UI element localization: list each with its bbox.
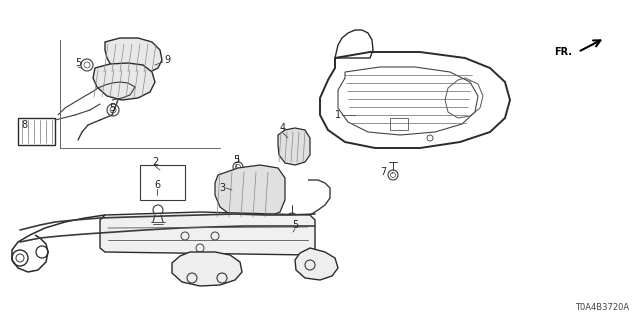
Polygon shape <box>215 165 285 220</box>
Text: 8: 8 <box>21 120 27 130</box>
Text: 5: 5 <box>109 103 115 113</box>
Polygon shape <box>93 63 155 100</box>
Polygon shape <box>278 128 310 165</box>
Text: 3: 3 <box>219 183 225 193</box>
Text: FR.: FR. <box>554 47 572 57</box>
Text: 9: 9 <box>164 55 170 65</box>
Text: 1: 1 <box>335 110 341 120</box>
Text: 5: 5 <box>233 155 239 165</box>
Text: 7: 7 <box>380 167 386 177</box>
Text: 2: 2 <box>152 157 158 167</box>
Polygon shape <box>100 212 315 255</box>
Polygon shape <box>172 252 242 286</box>
Text: 5: 5 <box>292 220 298 230</box>
Text: 5: 5 <box>75 58 81 68</box>
Text: 6: 6 <box>154 180 160 190</box>
Text: T0A4B3720A: T0A4B3720A <box>575 302 629 311</box>
Polygon shape <box>295 248 338 280</box>
Polygon shape <box>105 38 162 75</box>
Text: 4: 4 <box>280 123 286 133</box>
